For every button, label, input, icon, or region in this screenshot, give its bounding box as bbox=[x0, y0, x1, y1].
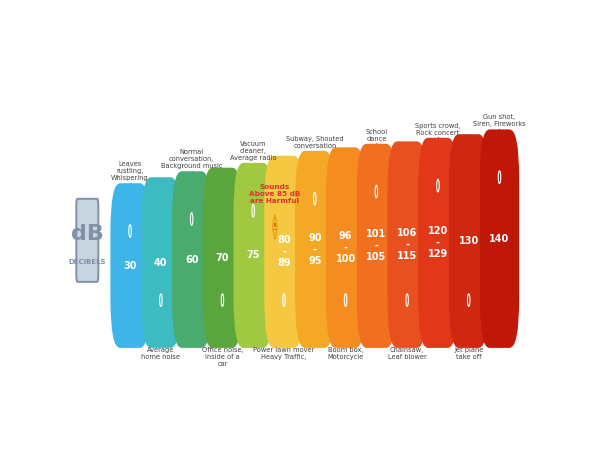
Circle shape bbox=[283, 294, 285, 307]
Text: 40: 40 bbox=[154, 258, 167, 267]
FancyBboxPatch shape bbox=[418, 138, 458, 348]
Circle shape bbox=[129, 225, 131, 237]
Text: 106
-
115: 106 - 115 bbox=[397, 228, 417, 261]
FancyBboxPatch shape bbox=[480, 130, 519, 348]
Text: 60: 60 bbox=[185, 254, 199, 265]
Text: 96
-
100: 96 - 100 bbox=[335, 231, 356, 264]
Text: 120
-
129: 120 - 129 bbox=[428, 226, 448, 260]
Circle shape bbox=[406, 294, 409, 307]
FancyBboxPatch shape bbox=[141, 177, 181, 348]
Text: Normal
conversation,
Background music: Normal conversation, Background music bbox=[161, 149, 223, 169]
Circle shape bbox=[160, 294, 162, 307]
Circle shape bbox=[221, 294, 224, 307]
Text: Sounds
Above 85 dB
are Harmful: Sounds Above 85 dB are Harmful bbox=[249, 184, 301, 204]
Text: 30: 30 bbox=[124, 260, 137, 271]
Circle shape bbox=[190, 213, 193, 226]
Text: Average
home noise: Average home noise bbox=[142, 347, 181, 360]
Text: Power lawn mover
Heavy Traffic,: Power lawn mover Heavy Traffic, bbox=[253, 347, 314, 360]
Text: Office noise,
Inside of a
car: Office noise, Inside of a car bbox=[202, 347, 243, 367]
Text: 130: 130 bbox=[458, 236, 479, 246]
Text: 70: 70 bbox=[215, 253, 229, 263]
FancyBboxPatch shape bbox=[203, 168, 242, 348]
Text: 80
-
89: 80 - 89 bbox=[277, 235, 291, 268]
Text: Gun shot,
Siren, Fireworks: Gun shot, Siren, Fireworks bbox=[473, 114, 526, 127]
FancyBboxPatch shape bbox=[449, 134, 488, 348]
Text: 101
-
105: 101 - 105 bbox=[366, 229, 386, 262]
Text: 90
-
95: 90 - 95 bbox=[308, 233, 322, 266]
Text: Sports crowd,
Rock concert: Sports crowd, Rock concert bbox=[415, 123, 461, 136]
Circle shape bbox=[314, 192, 316, 205]
Circle shape bbox=[498, 171, 501, 184]
Text: Vacuum
cleaner,
Average radio: Vacuum cleaner, Average radio bbox=[230, 141, 277, 161]
Text: School
dance: School dance bbox=[365, 129, 388, 142]
Text: 75: 75 bbox=[247, 250, 260, 260]
Circle shape bbox=[344, 294, 347, 307]
FancyBboxPatch shape bbox=[172, 171, 211, 348]
Circle shape bbox=[437, 179, 439, 192]
Circle shape bbox=[252, 205, 254, 217]
Circle shape bbox=[467, 294, 470, 307]
FancyBboxPatch shape bbox=[76, 199, 98, 282]
FancyBboxPatch shape bbox=[388, 141, 427, 348]
Text: dB: dB bbox=[71, 224, 104, 244]
Text: Chainsaw,
Leaf blower: Chainsaw, Leaf blower bbox=[388, 347, 427, 360]
Text: Jet plane
take off: Jet plane take off bbox=[454, 347, 484, 360]
Text: DECIBELS: DECIBELS bbox=[68, 259, 106, 265]
FancyBboxPatch shape bbox=[110, 183, 150, 348]
FancyBboxPatch shape bbox=[233, 163, 273, 348]
FancyBboxPatch shape bbox=[326, 147, 365, 348]
Text: Subway, Shouted
conversation: Subway, Shouted conversation bbox=[286, 136, 344, 149]
Text: 140: 140 bbox=[490, 233, 509, 244]
Polygon shape bbox=[272, 214, 277, 240]
FancyBboxPatch shape bbox=[356, 144, 396, 348]
Text: !: ! bbox=[273, 223, 277, 232]
FancyBboxPatch shape bbox=[295, 151, 334, 348]
Text: Leaves
rustling,
Whispering: Leaves rustling, Whispering bbox=[111, 161, 149, 181]
Text: Boom box,
Motorcycle: Boom box, Motorcycle bbox=[328, 347, 364, 360]
FancyBboxPatch shape bbox=[265, 156, 304, 348]
Circle shape bbox=[375, 185, 377, 198]
